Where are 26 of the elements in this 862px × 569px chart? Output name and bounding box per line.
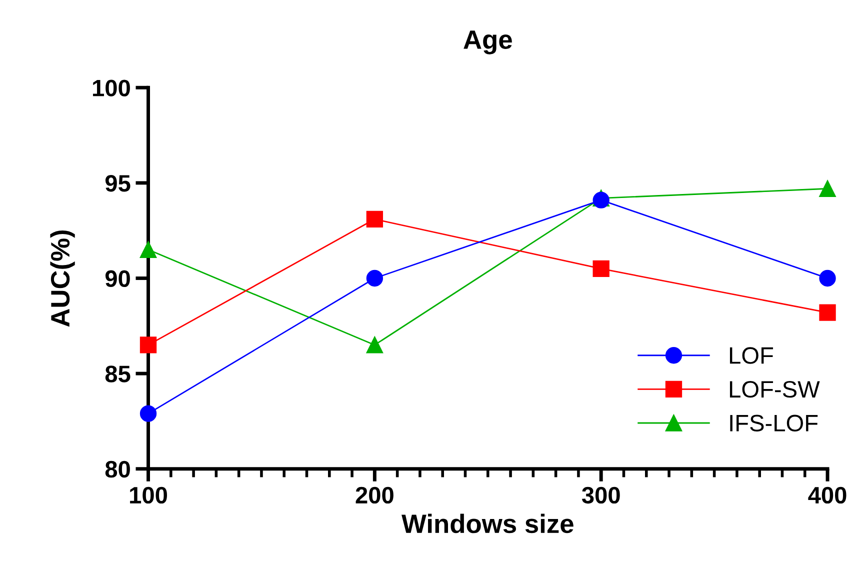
chart-title: Age [464, 30, 512, 54]
legend-label: LOF [730, 347, 774, 364]
y-tick-label: 90 [105, 270, 130, 288]
y-axis-title: AUC(%) [50, 230, 75, 327]
point [366, 270, 384, 287]
point [819, 270, 836, 287]
x-tick-label: 100 [130, 486, 167, 504]
point [819, 180, 836, 197]
point [366, 210, 384, 228]
y-tick-label: 95 [105, 175, 130, 192]
point [366, 336, 384, 354]
y-tick-label: 100 [93, 80, 130, 96]
point [819, 304, 836, 321]
y-tick-label: 80 [105, 460, 130, 478]
point [140, 241, 157, 258]
point [592, 260, 610, 278]
x-tick-label: 300 [582, 486, 620, 504]
point [140, 336, 157, 354]
y-tick-label: 85 [105, 366, 130, 382]
x-axis-title: Windows size [402, 514, 574, 534]
point [140, 405, 157, 422]
point [592, 192, 610, 208]
x-tick-label: 200 [356, 486, 394, 504]
legend-label: LOF-SW [730, 380, 820, 398]
legend-label: IFS-LOF [730, 414, 818, 432]
x-tick-label: 400 [808, 486, 846, 504]
